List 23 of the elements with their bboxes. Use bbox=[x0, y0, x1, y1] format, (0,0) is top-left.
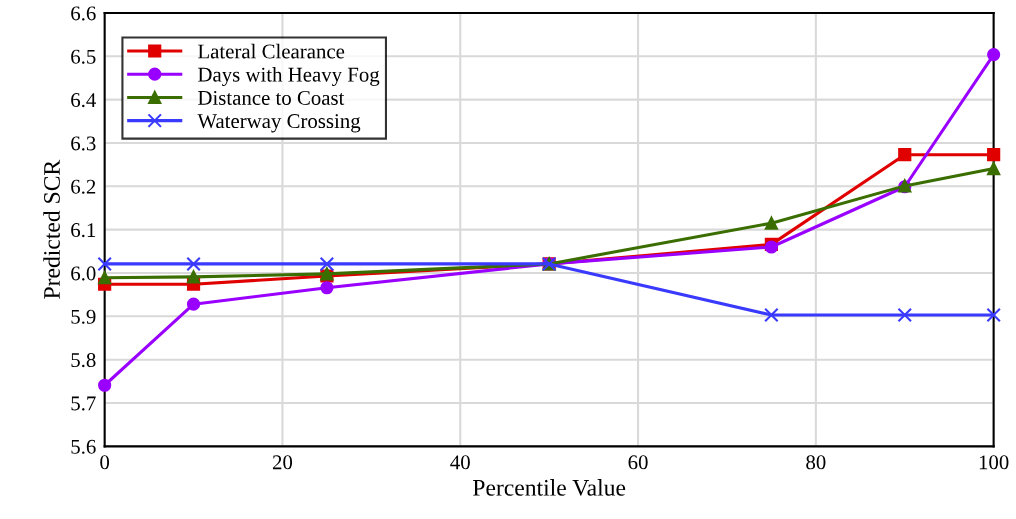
x-tick-label: 60 bbox=[628, 455, 648, 470]
y-tick-label: 5.6 bbox=[71, 439, 96, 454]
legend-label: Waterway Crossing bbox=[197, 114, 361, 133]
x-tick-label: 0 bbox=[100, 455, 110, 470]
x-tick-label: 20 bbox=[272, 455, 293, 470]
x-tick-label: 80 bbox=[806, 455, 826, 470]
y-tick-label: 5.8 bbox=[71, 353, 96, 368]
y-tick-label: 6.0 bbox=[71, 266, 96, 281]
y-tick-label: 5.9 bbox=[71, 309, 96, 324]
y-tick-label: 5.7 bbox=[71, 396, 96, 411]
legend-label: Lateral Clearance bbox=[198, 43, 345, 59]
legend-label: Days with Heavy Fog bbox=[198, 67, 380, 86]
y-tick-label: 6.3 bbox=[71, 136, 96, 151]
y-tick-label: 6.1 bbox=[71, 223, 96, 238]
y-tick-label: 6.2 bbox=[71, 179, 96, 194]
y-tick-label: 6.4 bbox=[71, 93, 96, 108]
x-axis-title: Percentile Value bbox=[473, 479, 626, 496]
y-tick-label: 6.6 bbox=[71, 6, 96, 21]
x-tick-label: 100 bbox=[979, 455, 1009, 470]
y-axis-title: Predicted SCR bbox=[43, 159, 60, 299]
legend-label: Distance to Coast bbox=[198, 90, 345, 105]
x-tick-label: 40 bbox=[450, 455, 470, 470]
y-tick-label: 6.5 bbox=[71, 49, 96, 64]
